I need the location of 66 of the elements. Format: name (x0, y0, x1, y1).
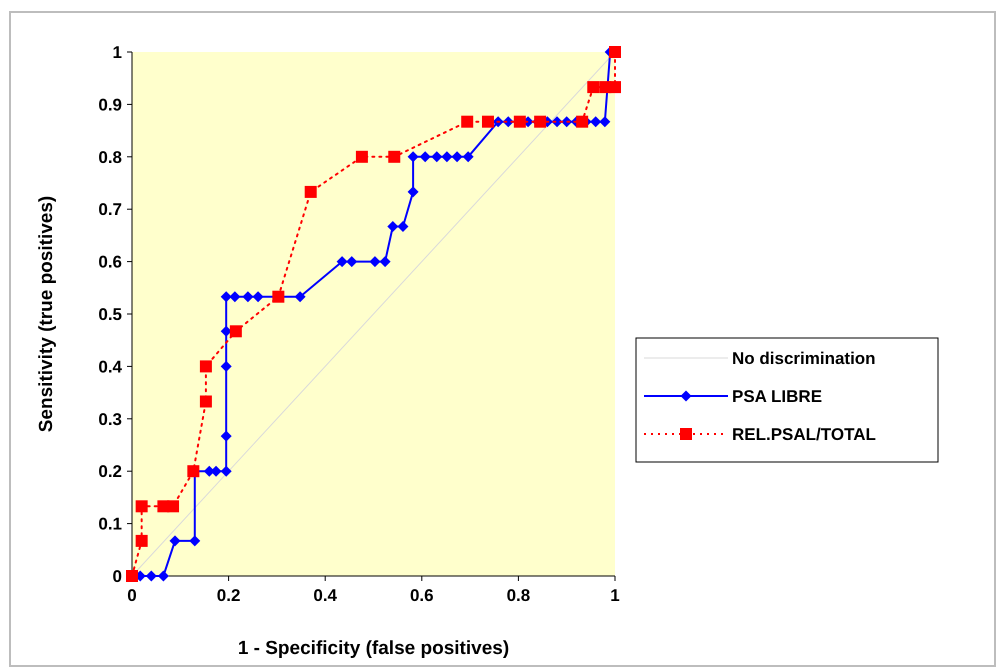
point (200, 360, 212, 372)
x-tick-label: 0 (127, 586, 137, 605)
y-tick-label: 0 (112, 566, 122, 586)
point (167, 500, 180, 512)
point (220, 430, 232, 442)
point (380, 256, 391, 268)
point (609, 46, 621, 58)
point (587, 81, 600, 94)
point (609, 81, 621, 94)
legend-label: REL.PSAL/TOTAL (732, 424, 876, 444)
point (136, 500, 148, 512)
point (534, 116, 546, 128)
y-tick-label: 1 (112, 42, 122, 62)
point (169, 535, 180, 546)
x-tick-label: 1 (610, 586, 620, 605)
y-tick-label: 0.1 (98, 514, 122, 534)
point (189, 535, 200, 546)
point (229, 291, 240, 302)
point (294, 291, 306, 302)
point (369, 256, 380, 268)
y-tick-label: 0.2 (98, 462, 122, 482)
x-tick-label: 0.4 (313, 586, 338, 605)
point (387, 220, 398, 232)
point (461, 116, 474, 128)
point (158, 570, 169, 582)
point (304, 186, 317, 198)
point (252, 291, 264, 302)
x-tick-label: 0.6 (410, 586, 434, 605)
point (230, 325, 242, 338)
x-axis-title: 1 - Specificity (false positives) (238, 638, 510, 659)
point (200, 396, 212, 408)
x-tick-label: 0.8 (506, 586, 530, 605)
point (576, 116, 588, 128)
point (482, 116, 494, 128)
point (452, 151, 463, 162)
y-tick-label: 0.4 (98, 357, 123, 376)
y-axis-title: Sensitivity (true positives) (36, 196, 57, 432)
point (462, 151, 474, 162)
point (220, 360, 232, 372)
point (420, 151, 431, 162)
point (272, 290, 284, 303)
point (346, 256, 358, 268)
point (590, 116, 602, 128)
point (336, 256, 348, 268)
point (146, 570, 157, 582)
y-tick-label: 0.5 (98, 304, 122, 324)
point (441, 151, 452, 162)
point (220, 466, 232, 477)
legend-label: PSA LIBRE (732, 386, 822, 406)
point (242, 291, 254, 302)
y-tick-label: 0.6 (98, 252, 122, 272)
x-tick-label: 0.2 (216, 586, 240, 605)
y-tick-label: 0.3 (98, 410, 122, 429)
y-tick-label: 0.9 (98, 95, 122, 114)
y-tick-label: 0.7 (98, 200, 122, 220)
point (599, 116, 610, 128)
y-tick-label: 0.8 (98, 148, 122, 167)
legend-label: No discrimination (732, 348, 876, 368)
point (388, 150, 400, 163)
point (220, 291, 232, 302)
point (431, 151, 442, 162)
point (408, 151, 419, 162)
point (136, 534, 148, 547)
point (397, 220, 408, 232)
point (356, 150, 368, 163)
point (408, 186, 419, 198)
